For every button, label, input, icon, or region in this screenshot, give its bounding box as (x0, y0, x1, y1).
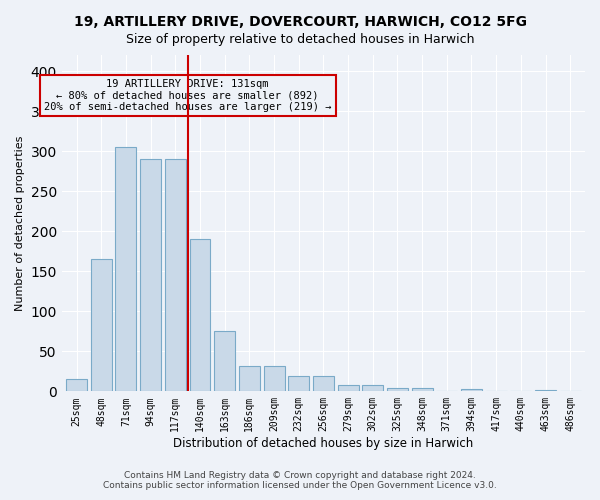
Bar (313, 376, 334, 392)
Text: Size of property relative to detached houses in Harwich: Size of property relative to detached ho… (126, 32, 474, 46)
Bar (239, 366, 260, 392)
Bar (461, 389, 482, 392)
Bar (66, 380, 87, 392)
Text: 19 ARTILLERY DRIVE: 131sqm
← 80% of detached houses are smaller (892)
20% of sem: 19 ARTILLERY DRIVE: 131sqm ← 80% of deta… (44, 79, 331, 112)
Bar (362, 385, 383, 392)
Y-axis label: Number of detached properties: Number of detached properties (15, 136, 25, 311)
Bar (190, 239, 211, 392)
X-axis label: Distribution of detached houses by size in Harwich: Distribution of detached houses by size … (173, 437, 473, 450)
Bar (288, 376, 309, 392)
Bar (263, 366, 284, 392)
Bar (165, 159, 186, 392)
Bar (214, 332, 235, 392)
Text: 19, ARTILLERY DRIVE, DOVERCOURT, HARWICH, CO12 5FG: 19, ARTILLERY DRIVE, DOVERCOURT, HARWICH… (74, 15, 527, 29)
Bar (91, 259, 112, 392)
Bar (115, 147, 136, 392)
Bar (140, 159, 161, 392)
Bar (535, 390, 556, 392)
Text: Contains HM Land Registry data © Crown copyright and database right 2024.
Contai: Contains HM Land Registry data © Crown c… (103, 470, 497, 490)
Bar (387, 388, 408, 392)
Bar (338, 385, 359, 392)
Bar (412, 388, 433, 392)
